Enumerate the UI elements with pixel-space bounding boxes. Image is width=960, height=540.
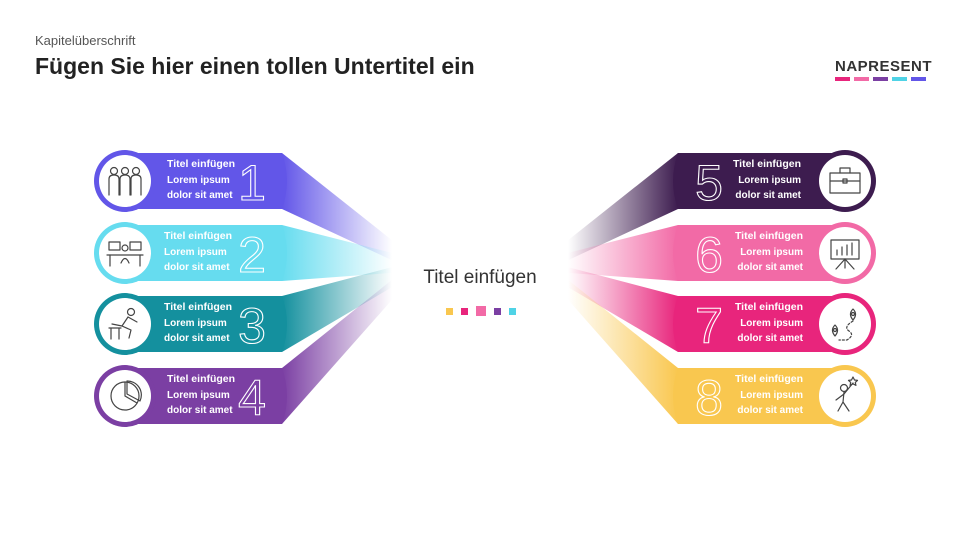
step-number: 8 (695, 370, 723, 426)
step-band (128, 153, 287, 209)
connector-fan (282, 225, 392, 281)
logo-bar (835, 77, 850, 81)
step-band (128, 368, 287, 424)
step-number: 5 (695, 155, 723, 211)
icon-disc (819, 298, 871, 350)
step-number: 2 (238, 227, 266, 283)
center-dot (446, 307, 453, 315)
step-description: Lorem ipsum (738, 174, 801, 186)
step-number: 7 (695, 298, 723, 354)
connector-fan (282, 153, 392, 261)
chapter-heading: Kapitelüberschrift (35, 33, 136, 48)
step-heading: Titel einfügen (734, 301, 803, 313)
step-band (673, 368, 832, 424)
step-text-2: Titel einfügen Lorem ipsum dolor sit amet (164, 229, 232, 276)
step-heading: Titel einfügen (734, 373, 803, 385)
step-text-5: Titel einfügen Lorem ipsum dolor sit amet (733, 157, 801, 204)
step-heading: Titel einfügen (167, 158, 236, 170)
step-number: 6 (695, 227, 723, 283)
team-icon (108, 166, 142, 196)
connector-fan (568, 279, 678, 424)
icon-disc (819, 227, 871, 279)
route-map-icon (831, 308, 857, 341)
step-text-1: Titel einfügen Lorem ipsum dolor sit amet (167, 157, 235, 204)
step-description: dolor sit amet (164, 262, 230, 273)
connector-fan (568, 267, 678, 352)
step-band (673, 296, 832, 352)
step-text-4: Titel einfügen Lorem ipsum dolor sit amet (167, 372, 235, 419)
center-color-dots (446, 306, 516, 316)
step-text-8: Titel einfügen Lorem ipsum dolor sit amet (735, 372, 803, 419)
icon-disc (99, 227, 151, 279)
step-heading: Titel einfügen (164, 230, 233, 242)
step-band (128, 225, 287, 281)
step-description: dolor sit amet (737, 405, 803, 416)
step-description: Lorem ipsum (164, 317, 227, 329)
step-number: 3 (238, 298, 266, 354)
center-dot (494, 307, 501, 315)
step-description: Lorem ipsum (740, 317, 803, 329)
step-heading: Titel einfügen (732, 158, 801, 170)
logo: NAPRESENT (835, 58, 933, 81)
step-description: Lorem ipsum (740, 389, 803, 401)
icon-disc (99, 298, 151, 350)
step-text-3: Titel einfügen Lorem ipsum dolor sit amet (164, 300, 232, 347)
connector-fan (282, 267, 392, 352)
step-heading: Titel einfügen (167, 373, 236, 385)
step-description: dolor sit amet (167, 405, 233, 416)
step-band (673, 225, 832, 281)
icon-disc (819, 370, 871, 422)
step-band (128, 296, 287, 352)
logo-text: NAPRESENT (835, 58, 933, 75)
step-description: dolor sit amet (737, 333, 803, 344)
logo-color-bars (835, 77, 927, 81)
briefcase-icon (829, 167, 861, 194)
step-text-6: Titel einfügen Lorem ipsum dolor sit amet (735, 229, 803, 276)
center-dot (509, 307, 516, 315)
step-description: Lorem ipsum (167, 174, 230, 186)
connector-fan (568, 153, 678, 261)
step-description: Lorem ipsum (167, 389, 230, 401)
step-description: dolor sit amet (737, 262, 803, 273)
hurdle-runner-icon (108, 307, 138, 340)
success-person-icon (835, 376, 859, 412)
icon-disc (99, 155, 151, 207)
center-dot (461, 307, 468, 315)
step-text-7: Titel einfügen Lorem ipsum dolor sit amet (735, 300, 803, 347)
step-description: dolor sit amet (164, 333, 230, 344)
center-dot (476, 306, 486, 316)
presentation-board-icon (830, 239, 860, 270)
connector-fan (282, 279, 392, 424)
logo-bar (854, 77, 869, 81)
pie-chart-icon (110, 380, 142, 411)
step-heading: Titel einfügen (164, 301, 233, 313)
step-number: 1 (238, 155, 266, 211)
connector-fan (568, 225, 678, 281)
step-description: dolor sit amet (735, 190, 801, 201)
step-description: dolor sit amet (167, 190, 233, 201)
step-number: 4 (238, 370, 266, 426)
logo-bar (911, 77, 926, 81)
center-title: Titel einfügen (423, 267, 537, 288)
logo-bar (892, 77, 907, 81)
step-heading: Titel einfügen (734, 230, 803, 242)
logo-bar (873, 77, 888, 81)
step-description: Lorem ipsum (164, 246, 227, 258)
step-band (673, 153, 832, 209)
slide-title: Fügen Sie hier einen tollen Untertitel e… (35, 53, 475, 79)
step-description: Lorem ipsum (740, 246, 803, 258)
workspace-icon (106, 241, 144, 267)
